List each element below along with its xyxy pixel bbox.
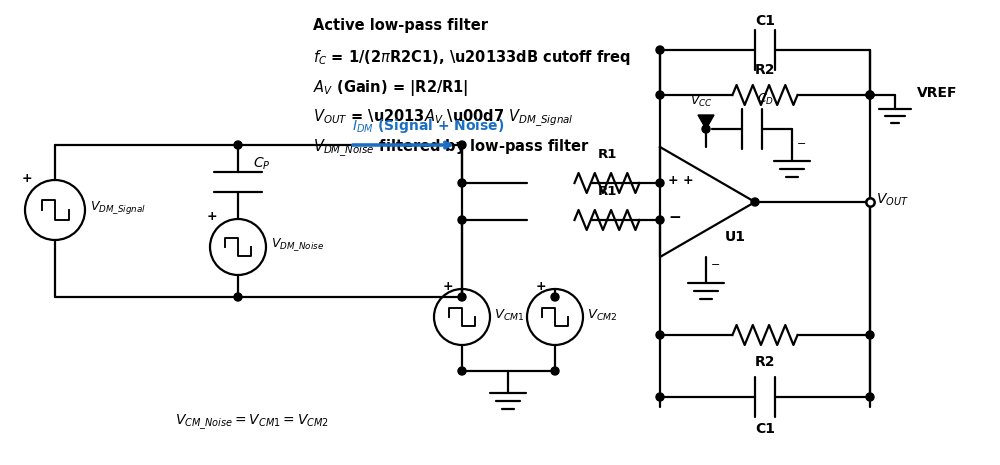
Circle shape: [458, 293, 466, 301]
Circle shape: [656, 91, 664, 99]
Circle shape: [458, 367, 466, 375]
Circle shape: [458, 216, 466, 224]
Circle shape: [551, 293, 559, 301]
Text: $f_C$ = 1/(2$\pi$R2C1), \u20133dB cutoff freq: $f_C$ = 1/(2$\pi$R2C1), \u20133dB cutoff…: [313, 48, 631, 67]
Circle shape: [656, 179, 664, 187]
Text: R2: R2: [755, 355, 775, 369]
Text: −: −: [711, 260, 720, 270]
Circle shape: [702, 125, 710, 133]
Circle shape: [866, 331, 874, 339]
Circle shape: [458, 179, 466, 187]
Circle shape: [458, 141, 466, 149]
Circle shape: [656, 216, 664, 224]
Text: −: −: [797, 139, 806, 149]
Text: Active low-pass filter: Active low-pass filter: [313, 18, 488, 33]
Text: $V_{CM1}$: $V_{CM1}$: [494, 307, 525, 323]
Text: $A_V$ (Gain) = |R2/R1|: $A_V$ (Gain) = |R2/R1|: [313, 78, 468, 98]
Circle shape: [656, 46, 664, 54]
Text: $C_D$: $C_D$: [757, 92, 774, 107]
Circle shape: [234, 141, 242, 149]
Text: R2: R2: [755, 63, 775, 77]
Circle shape: [866, 393, 874, 401]
Text: R1: R1: [597, 185, 617, 198]
Text: $V_{CM\_Noise} = V_{CM1} = V_{CM2}$: $V_{CM\_Noise} = V_{CM1} = V_{CM2}$: [175, 413, 329, 432]
Text: $V_{DM\_Signal}$: $V_{DM\_Signal}$: [90, 199, 146, 217]
Text: $I_{DM}$ (Signal + Noise): $I_{DM}$ (Signal + Noise): [352, 117, 504, 135]
Text: VREF: VREF: [917, 86, 958, 100]
Circle shape: [866, 91, 874, 99]
Text: + +: + +: [668, 174, 694, 187]
Text: C1: C1: [755, 422, 775, 436]
Circle shape: [866, 91, 874, 99]
Text: +: +: [22, 172, 32, 185]
Text: +: +: [443, 280, 453, 293]
Text: $V_{OUT}$ = \u2013$A_V$ \u00d7 $V_{DM\_Signal}$: $V_{OUT}$ = \u2013$A_V$ \u00d7 $V_{DM\_S…: [313, 108, 574, 129]
Circle shape: [551, 367, 559, 375]
Text: +: +: [207, 211, 217, 224]
Text: $V_{CM2}$: $V_{CM2}$: [587, 307, 617, 323]
Text: $V_{DM\_Noise}$ filtered by low-pass filter: $V_{DM\_Noise}$ filtered by low-pass fil…: [313, 138, 590, 159]
Text: $V_{OUT}$: $V_{OUT}$: [876, 192, 909, 208]
Text: $C_P$: $C_P$: [253, 156, 271, 172]
Circle shape: [656, 331, 664, 339]
Text: −: −: [668, 211, 681, 226]
Text: $V_{CC}$: $V_{CC}$: [690, 94, 712, 109]
Text: $V_{DM\_Noise}$: $V_{DM\_Noise}$: [271, 237, 324, 253]
Circle shape: [234, 293, 242, 301]
Circle shape: [866, 198, 874, 206]
Text: C1: C1: [755, 14, 775, 28]
Polygon shape: [698, 115, 714, 129]
Text: R1: R1: [597, 148, 617, 161]
Circle shape: [656, 393, 664, 401]
Text: +: +: [536, 280, 546, 293]
Text: U1: U1: [725, 230, 746, 244]
Circle shape: [751, 198, 759, 206]
